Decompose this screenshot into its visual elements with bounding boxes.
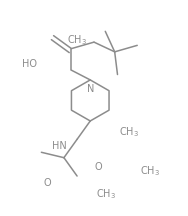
Text: HN: HN [52,141,67,151]
Text: O: O [95,162,103,172]
Text: HO: HO [22,59,37,69]
Text: CH$_3$: CH$_3$ [67,33,87,47]
Text: CH$_3$: CH$_3$ [96,187,116,201]
Text: CH$_3$: CH$_3$ [119,125,139,139]
Text: CH$_3$: CH$_3$ [140,164,160,178]
Text: N: N [86,84,94,94]
Text: O: O [43,178,51,187]
